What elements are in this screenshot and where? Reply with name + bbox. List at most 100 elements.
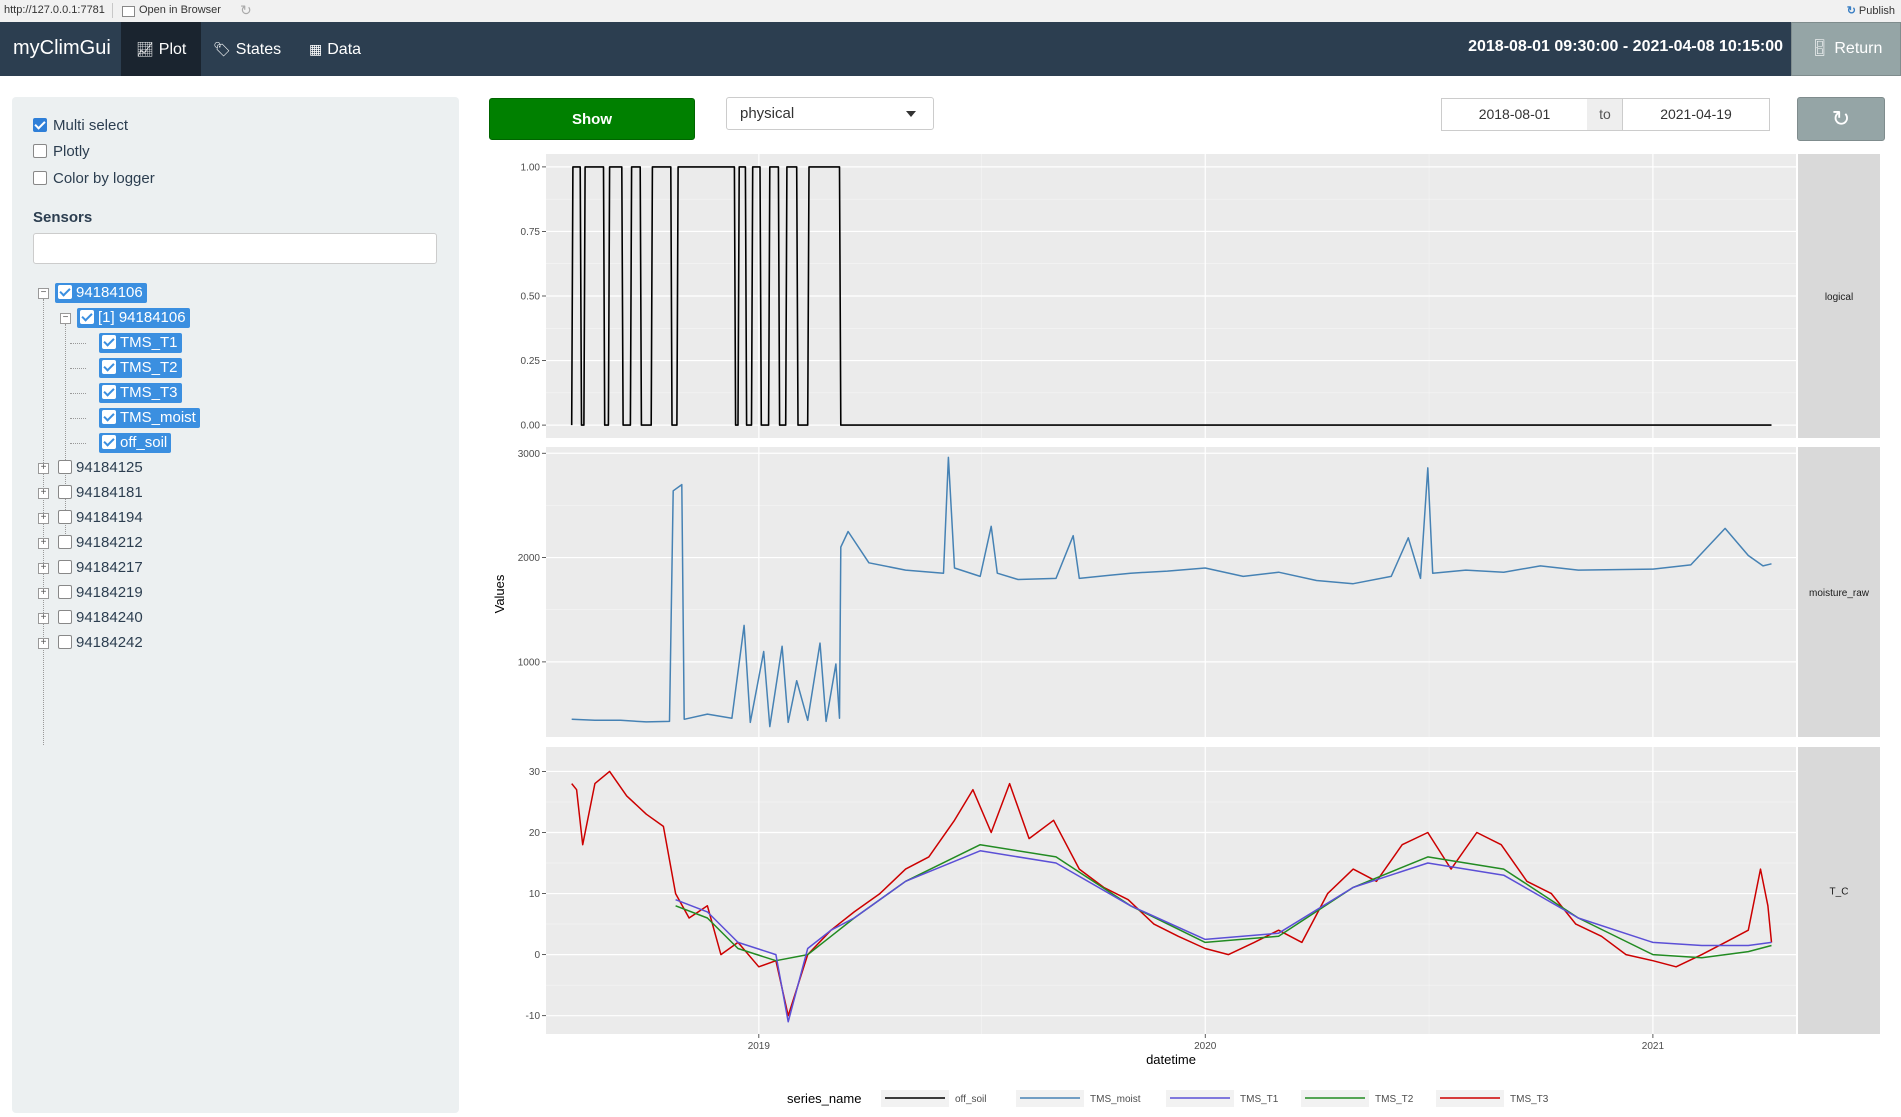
y-tick-label: 2000 <box>518 553 541 564</box>
tree-node-logger[interactable]: 94184212 <box>58 533 143 553</box>
expand-icon[interactable]: + <box>38 638 49 649</box>
legend-label: TMS_T2 <box>1375 1094 1414 1105</box>
tree-node-label: 94184106 <box>76 284 143 301</box>
color-by-logger-checkbox[interactable] <box>33 171 47 185</box>
plotly-checkbox[interactable] <box>33 144 47 158</box>
tree-checkbox[interactable] <box>58 635 72 649</box>
series-line-TMS_moist <box>571 456 1772 728</box>
facet-strip <box>1798 154 1880 438</box>
open-in-browser-link[interactable]: Open in Browser <box>139 4 221 16</box>
y-tick-label: 0.00 <box>521 421 541 432</box>
expand-icon[interactable]: + <box>38 613 49 624</box>
show-button[interactable]: Show <box>489 98 695 140</box>
facet-strip-label: moisture_raw <box>1809 588 1870 599</box>
tab-data[interactable]: ▦ Data <box>294 22 376 76</box>
panel-background <box>546 447 1796 737</box>
y-tick-label: 0 <box>534 950 540 961</box>
expand-icon[interactable]: + <box>38 488 49 499</box>
x-tick-label: 2021 <box>1642 1041 1665 1052</box>
url-label[interactable]: http://127.0.0.1:7781 <box>4 4 105 16</box>
tree-checkbox[interactable] <box>58 560 72 574</box>
tree-node-root[interactable]: 94184106 <box>55 283 147 303</box>
tree-line <box>65 324 66 540</box>
variable-type-select[interactable]: physical <box>726 97 934 130</box>
y-tick-label: 0.75 <box>521 227 541 238</box>
tree-node-sensor[interactable]: TMS_T1 <box>99 333 182 353</box>
return-button[interactable]: 🚪︎ Return <box>1791 22 1901 76</box>
tree-checkbox[interactable] <box>58 535 72 549</box>
legend-label: TMS_T3 <box>1510 1094 1549 1105</box>
tree-checkbox[interactable] <box>102 360 116 374</box>
return-icon: 🚪︎ <box>1809 40 1835 57</box>
date-from-input[interactable]: 2018-08-01 <box>1441 98 1588 131</box>
tree-node-sensor[interactable]: TMS_T3 <box>99 383 182 403</box>
x-tick-label: 2020 <box>1194 1041 1217 1052</box>
plotly-option[interactable]: Plotly <box>33 143 90 160</box>
tree-line <box>70 368 86 369</box>
tree-checkbox[interactable] <box>102 385 116 399</box>
tree-line <box>70 443 86 444</box>
sidebar: Multi select Plotly Color by logger Sens… <box>12 97 459 1113</box>
tree-node-logger[interactable]: 94184240 <box>58 608 143 628</box>
tree-checkbox[interactable] <box>58 460 72 474</box>
expand-icon[interactable]: + <box>38 513 49 524</box>
tree-node-label: TMS_moist <box>120 409 196 426</box>
tab-plot[interactable]: 📈︎ Plot <box>121 22 202 76</box>
x-axis-title: datetime <box>1146 1052 1196 1067</box>
facet-strip-label: T_C <box>1830 887 1849 898</box>
tree-checkbox[interactable] <box>102 335 116 349</box>
multi-select-option[interactable]: Multi select <box>33 117 128 134</box>
tree-checkbox[interactable] <box>102 435 116 449</box>
refresh-button[interactable]: ↻ <box>1797 97 1885 141</box>
tree-checkbox[interactable] <box>58 510 72 524</box>
tree-node-label: 94184219 <box>76 584 143 601</box>
tab-states[interactable]: 🏷︎ States <box>198 22 296 76</box>
expand-icon[interactable]: + <box>38 588 49 599</box>
tree-node-logger[interactable]: 94184217 <box>58 558 143 578</box>
select-value: physical <box>740 105 795 122</box>
expand-icon[interactable]: + <box>38 563 49 574</box>
tree-node-sensor[interactable]: off_soil <box>99 433 172 453</box>
tree-node-logger[interactable]: [1] 94184106 <box>77 308 190 328</box>
color-by-logger-option[interactable]: Color by logger <box>33 170 155 187</box>
date-to-input[interactable]: 2021-04-19 <box>1622 98 1770 131</box>
panel-background <box>546 747 1796 1034</box>
tree-node-sensor[interactable]: TMS_moist <box>99 408 200 428</box>
color-by-logger-label: Color by logger <box>53 170 155 187</box>
tree-node-label: 94184194 <box>76 509 143 526</box>
window-icon <box>122 6 135 17</box>
tree-checkbox[interactable] <box>58 585 72 599</box>
reload-icon[interactable]: ↻ <box>240 2 252 18</box>
tree-node-logger[interactable]: 94184181 <box>58 483 143 503</box>
navbar: myClimGui 📈︎ Plot 🏷︎ States ▦ Data 2018-08-… <box>0 22 1901 76</box>
tree-checkbox[interactable] <box>80 310 94 324</box>
tree-node-label: 94184242 <box>76 634 143 651</box>
tree-node-logger[interactable]: 94184125 <box>58 458 143 478</box>
tab-data-label: Data <box>327 41 362 58</box>
collapse-icon[interactable]: − <box>38 288 49 299</box>
tree-node-label: 94184181 <box>76 484 143 501</box>
tree-checkbox[interactable] <box>58 285 72 299</box>
multi-select-checkbox[interactable] <box>33 118 47 132</box>
expand-icon[interactable]: + <box>38 463 49 474</box>
date-range-separator: to <box>1587 98 1623 131</box>
sensors-search-input[interactable] <box>33 233 437 264</box>
tree-checkbox[interactable] <box>58 485 72 499</box>
publish-button[interactable]: ↻ Publish <box>1847 4 1895 17</box>
expand-icon[interactable]: + <box>38 538 49 549</box>
tree-node-logger[interactable]: 94184242 <box>58 633 143 653</box>
tree-node-logger[interactable]: 94184219 <box>58 583 143 603</box>
app-brand[interactable]: myClimGui <box>13 37 111 59</box>
tree-checkbox[interactable] <box>58 610 72 624</box>
tree-line <box>70 393 86 394</box>
collapse-icon[interactable]: − <box>60 313 71 324</box>
tree-node-label: TMS_T3 <box>120 384 178 401</box>
tree-node-sensor[interactable]: TMS_T2 <box>99 358 182 378</box>
line-chart-icon: 📈︎ <box>136 41 154 57</box>
browser-toolbar: http://127.0.0.1:7781 Open in Browser ↻ … <box>0 0 1901 23</box>
tree-line <box>70 418 86 419</box>
y-axis-title: Values <box>492 574 507 613</box>
tree-node-label: 94184125 <box>76 459 143 476</box>
tree-checkbox[interactable] <box>102 410 116 424</box>
tree-node-logger[interactable]: 94184194 <box>58 508 143 528</box>
